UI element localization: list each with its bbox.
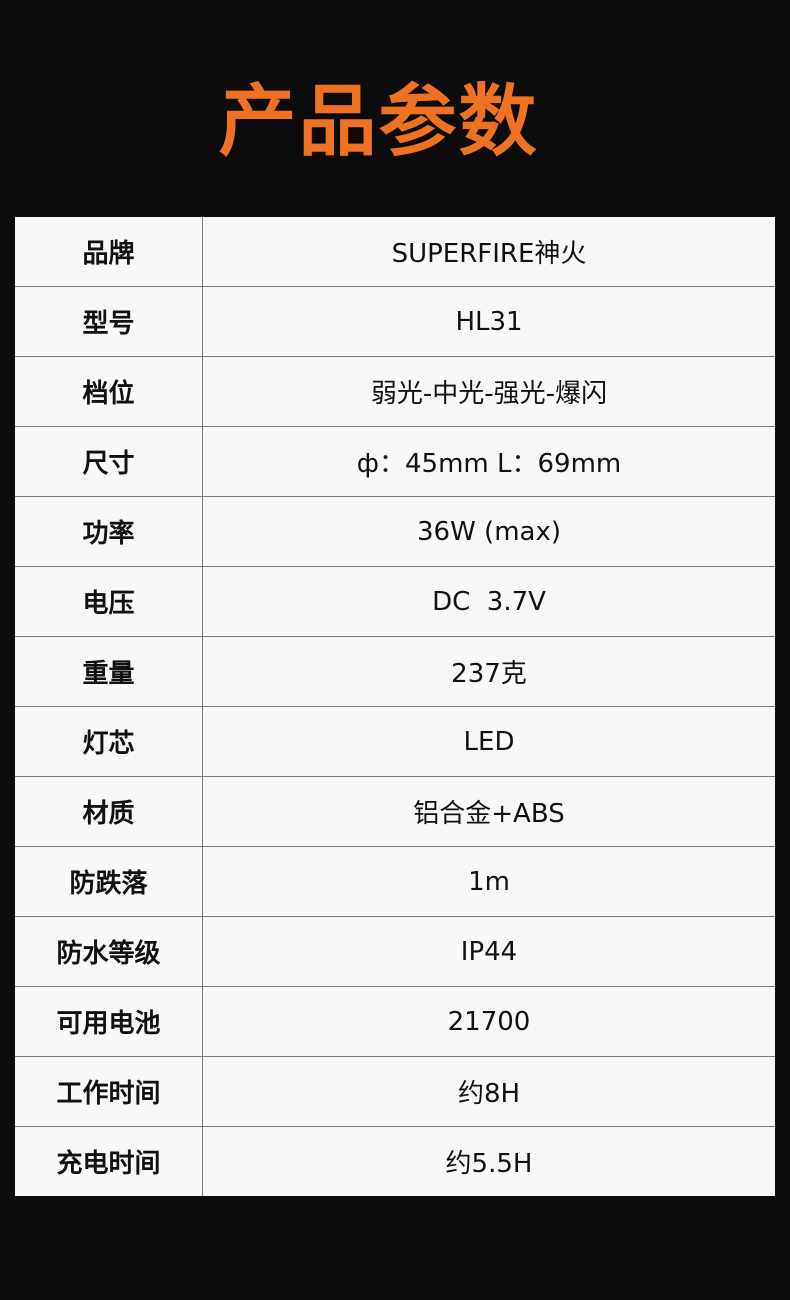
table-row: 型号 HL31 xyxy=(15,286,775,357)
table-row: 尺寸 ф：45mm L：69mm xyxy=(15,426,775,497)
spec-label: 功率 xyxy=(15,496,203,567)
spec-value: 1m xyxy=(202,846,775,917)
table-row: 可用电池 21700 xyxy=(15,986,775,1057)
spec-value: SUPERFIRE神火 xyxy=(202,217,775,287)
spec-value: 237克 xyxy=(202,636,775,707)
table-row: 充电时间 约5.5H xyxy=(15,1126,775,1196)
spec-label: 充电时间 xyxy=(15,1126,203,1196)
spec-value: 铝合金+ABS xyxy=(202,776,775,847)
table-row: 重量 237克 xyxy=(15,636,775,707)
table-row: 灯芯 LED xyxy=(15,706,775,777)
spec-label: 防水等级 xyxy=(15,916,203,987)
spec-value: 弱光-中光-强光-爆闪 xyxy=(202,356,775,427)
table-row: 防水等级 IP44 xyxy=(15,916,775,987)
spec-value: 36W (max) xyxy=(202,496,775,567)
page-title: 产品参数 xyxy=(218,77,539,167)
spec-table: 品牌 SUPERFIRE神火 型号 HL31 档位 弱光-中光-强光-爆闪 尺寸 ф：45mm… xyxy=(15,217,775,1196)
spec-label: 档位 xyxy=(15,356,203,427)
spec-value: 约8H xyxy=(202,1056,775,1127)
spec-label: 重量 xyxy=(15,636,203,707)
spec-value: IP44 xyxy=(202,916,775,987)
spec-value: HL31 xyxy=(202,286,775,357)
table-row: 防跌落 1m xyxy=(15,846,775,917)
table-row: 工作时间 约8H xyxy=(15,1056,775,1127)
spec-value: 21700 xyxy=(202,986,775,1057)
spec-label: 可用电池 xyxy=(15,986,203,1057)
table-row: 品牌 SUPERFIRE神火 xyxy=(15,217,775,287)
spec-label: 型号 xyxy=(15,286,203,357)
spec-value: DC 3.7V xyxy=(202,566,775,637)
spec-label: 品牌 xyxy=(15,217,203,287)
spec-label: 材质 xyxy=(15,776,203,847)
spec-value: ф：45mm L：69mm xyxy=(202,426,775,497)
spec-label: 工作时间 xyxy=(15,1056,203,1127)
table-row: 电压 DC 3.7V xyxy=(15,566,775,637)
spec-value: LED xyxy=(202,706,775,777)
spec-label: 防跌落 xyxy=(15,846,203,917)
table-row: 材质 铝合金+ABS xyxy=(15,776,775,847)
spec-label: 电压 xyxy=(15,566,203,637)
spec-value: 约5.5H xyxy=(202,1126,775,1196)
table-row: 档位 弱光-中光-强光-爆闪 xyxy=(15,356,775,427)
spec-label: 灯芯 xyxy=(15,706,203,777)
table-row: 功率 36W (max) xyxy=(15,496,775,567)
spec-label: 尺寸 xyxy=(15,426,203,497)
